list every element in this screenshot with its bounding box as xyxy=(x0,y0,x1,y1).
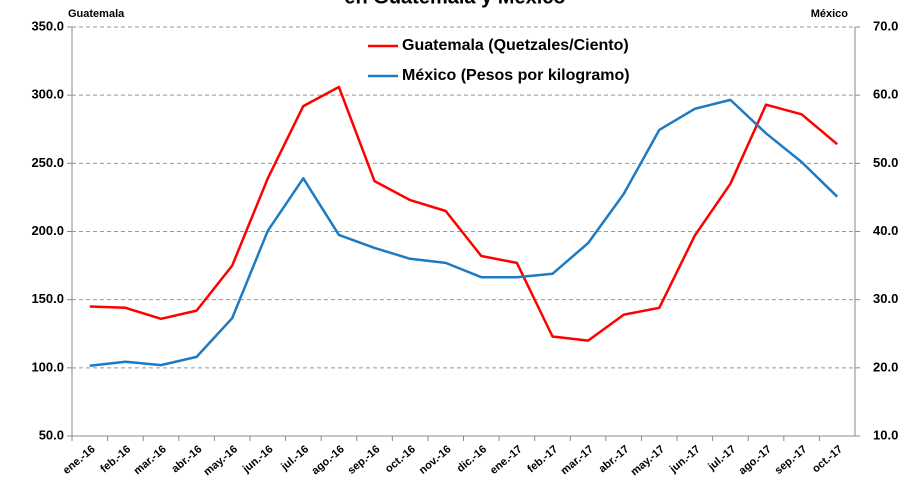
x-tick-label: jul.-17 xyxy=(705,443,738,473)
x-tick-label: jul.-16 xyxy=(278,443,311,473)
x-tick-label: ago.-16 xyxy=(310,443,347,477)
series-line xyxy=(89,98,839,368)
x-tick-label: may.-16 xyxy=(201,443,239,478)
series-line xyxy=(89,85,839,342)
y-tick-label: 350.0 xyxy=(31,18,64,33)
x-tick-label: nov.-16 xyxy=(417,443,454,476)
y2-tick-label: 60.0 xyxy=(873,87,898,102)
x-tick-label: dic.-16 xyxy=(455,443,489,475)
y-axis-label: Guatemala xyxy=(68,8,125,20)
x-tick-label: jun.-17 xyxy=(667,443,703,476)
y2-axis-label: México xyxy=(811,8,849,20)
x-tick-label: sep.-16 xyxy=(346,443,383,477)
x-tick-label: oct.-17 xyxy=(810,443,845,475)
x-tick-label: mar.-17 xyxy=(559,443,596,477)
legend-label: México (Pesos por kilogramo) xyxy=(402,67,630,84)
y2-tick-label: 70.0 xyxy=(873,18,898,33)
y2-tick-label: 20.0 xyxy=(873,359,898,374)
y2-tick-label: 50.0 xyxy=(873,155,898,170)
y2-tick-label: 10.0 xyxy=(873,427,898,442)
x-tick-label: ago.-17 xyxy=(737,443,774,477)
chart-title: en Guatemala y México xyxy=(344,0,565,8)
y-tick-label: 250.0 xyxy=(31,155,64,170)
y2-tick-label: 40.0 xyxy=(873,223,898,238)
y-tick-label: 200.0 xyxy=(31,223,64,238)
x-tick-label: feb.-16 xyxy=(98,443,133,475)
legend-label: Guatemala (Quetzales/Ciento) xyxy=(402,37,629,54)
x-tick-label: abr.-17 xyxy=(597,443,632,475)
x-tick-label: sep.-17 xyxy=(773,443,810,477)
x-tick-label: ene.-16 xyxy=(61,443,98,477)
x-tick-label: oct.-16 xyxy=(383,443,418,475)
y-tick-label: 100.0 xyxy=(31,359,64,374)
x-tick-label: may.-17 xyxy=(629,443,667,478)
x-tick-label: mar.-16 xyxy=(132,443,169,477)
x-tick-label: abr.-16 xyxy=(169,443,204,475)
y-tick-label: 150.0 xyxy=(31,291,64,306)
x-tick-label: ene.-17 xyxy=(488,443,525,477)
y2-tick-label: 30.0 xyxy=(873,291,898,306)
x-tick-label: jun.-16 xyxy=(240,443,276,476)
x-tick-label: feb.-17 xyxy=(525,443,560,475)
y-tick-label: 50.0 xyxy=(39,427,64,442)
y-tick-label: 300.0 xyxy=(31,87,64,102)
